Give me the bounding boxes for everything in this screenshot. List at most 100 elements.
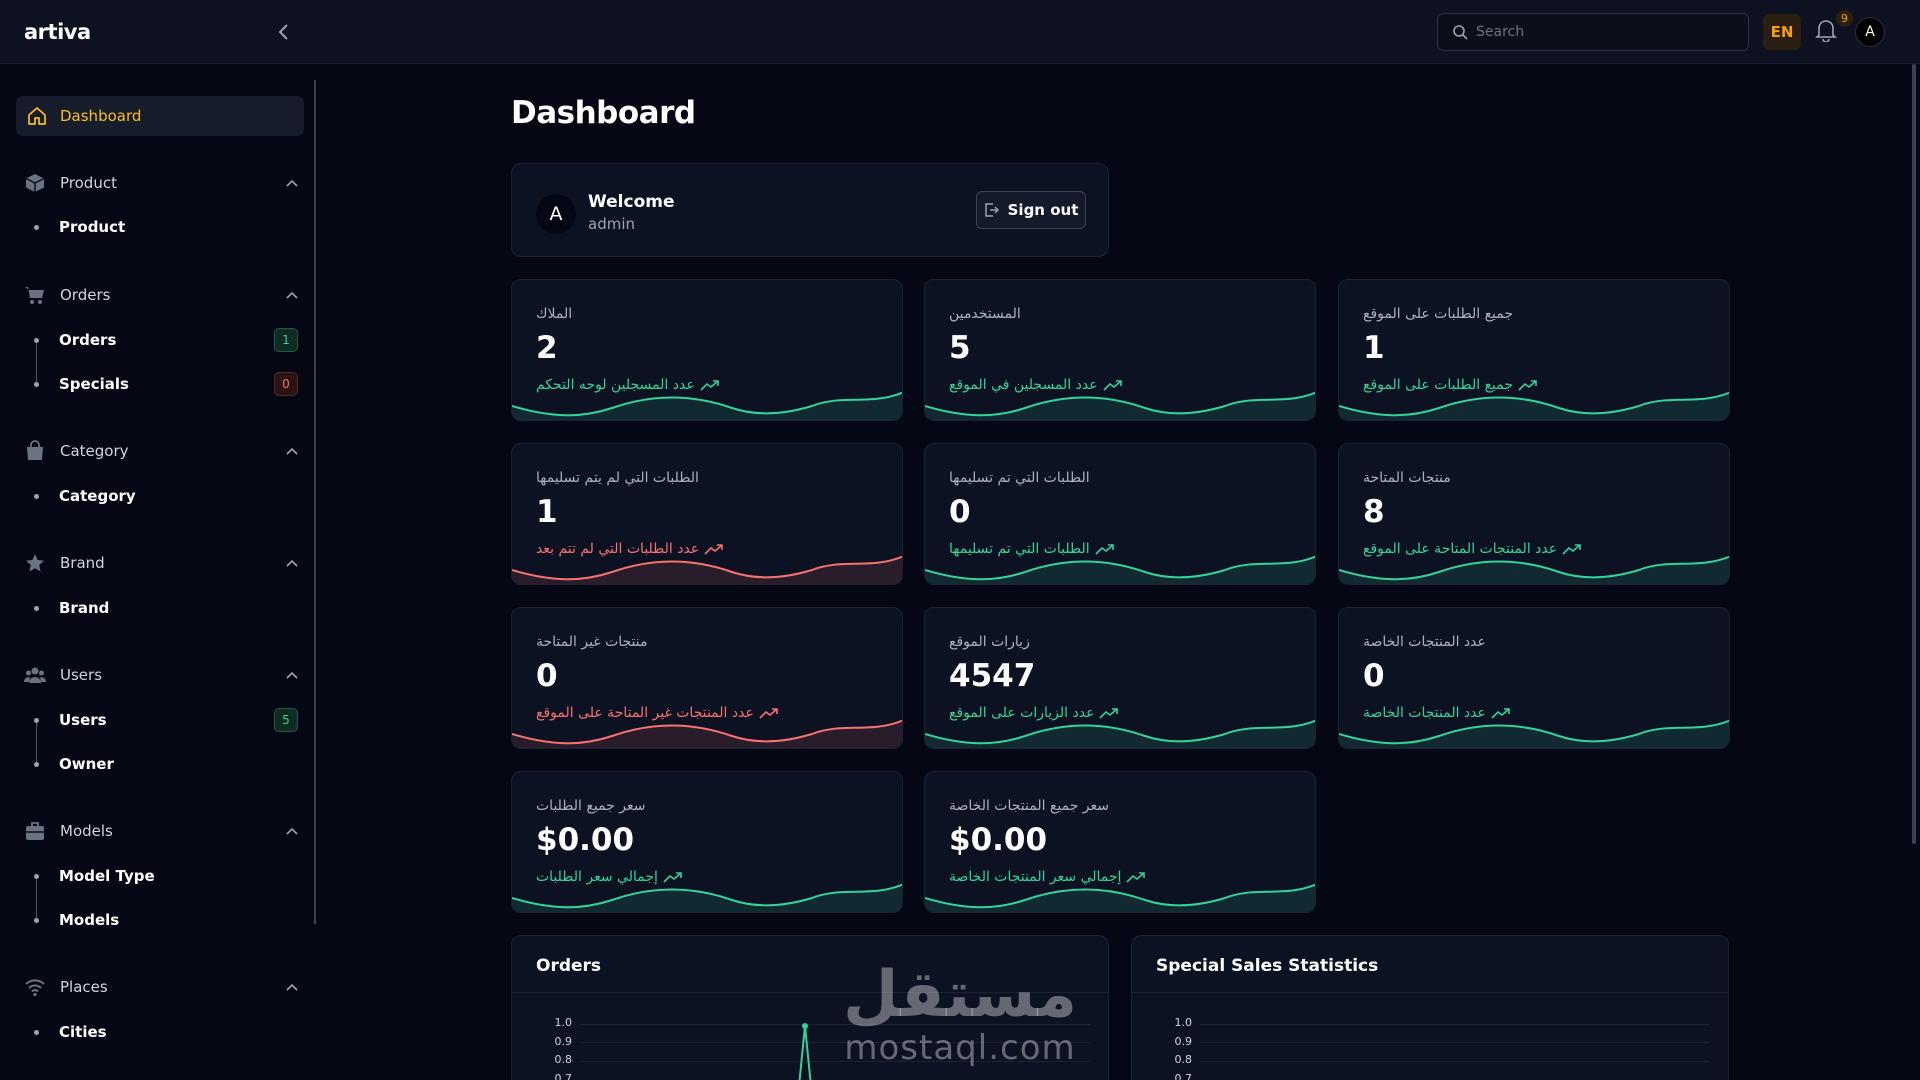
sidebar-group-product[interactable]: Product bbox=[24, 169, 298, 197]
stat-card-title: الملاك bbox=[536, 306, 573, 322]
stat-card-description-text: عدد المنتجات الخاصة bbox=[1363, 705, 1486, 721]
welcome-title: Welcome bbox=[588, 192, 675, 212]
sidebar-item-label: Specials bbox=[59, 375, 129, 393]
stat-card: جميع الطلبات على الموقع 1 جميع الطلبات على… bbox=[1338, 279, 1730, 421]
stat-card: المستخدمين 5 عدد المسجلين في الموقع bbox=[924, 279, 1316, 421]
sidebar-group-label: Users bbox=[60, 666, 103, 684]
top-bar: artiva EN 9 A bbox=[0, 0, 1920, 64]
watermark: مستقل mostaql.com bbox=[840, 960, 1080, 1066]
briefcase-icon bbox=[26, 822, 44, 840]
sidebar-item-specials[interactable]: Specials 0 bbox=[34, 370, 298, 398]
sidebar-item-brand[interactable]: Brand bbox=[34, 594, 298, 622]
sign-out-button[interactable]: Sign out bbox=[976, 191, 1086, 229]
search-box[interactable] bbox=[1437, 13, 1749, 51]
stat-card-title: منتجات المتاحة bbox=[1363, 470, 1451, 486]
stat-card-value: 2 bbox=[536, 330, 558, 366]
stat-card: منتجات غير المتاحة 0 عدد المنتجات غير المت… bbox=[511, 607, 903, 749]
user-avatar[interactable]: A bbox=[1855, 17, 1885, 47]
panel-divider bbox=[512, 992, 1108, 993]
trend-up-icon bbox=[1518, 380, 1537, 391]
chevron-up-icon bbox=[286, 447, 298, 455]
stat-card-title: سعر جميع المنتجات الخاصة bbox=[949, 798, 1110, 814]
panel-title: Orders bbox=[536, 956, 602, 976]
bullet-dot bbox=[34, 605, 39, 611]
watermark-arabic: مستقل bbox=[842, 958, 1078, 1032]
sidebar-item-models[interactable]: Models bbox=[34, 906, 298, 934]
sparkline bbox=[512, 555, 902, 584]
stat-card-value: 4547 bbox=[949, 658, 1036, 694]
trend-up-icon bbox=[663, 872, 682, 883]
data-point[interactable] bbox=[802, 1023, 808, 1029]
home-icon bbox=[28, 107, 46, 125]
y-tick-label: 0.7 bbox=[554, 1071, 573, 1080]
wifi-icon bbox=[25, 979, 45, 997]
y-tick-label: 1.0 bbox=[554, 1016, 573, 1029]
stat-card-title: سعر جميع الطلبات bbox=[536, 798, 646, 814]
sidebar-group-label: Brand bbox=[60, 554, 105, 572]
stat-card-description-text: عدد المسجلين لوحه التحكم bbox=[536, 377, 695, 393]
sidebar-item-label: Model Type bbox=[59, 867, 155, 885]
sparkline bbox=[1339, 391, 1729, 420]
stat-card: الملاك 2 عدد المسجلين لوحه التحكم bbox=[511, 279, 903, 421]
stat-card-description: عدد المسجلين لوحه التحكم bbox=[536, 377, 720, 393]
logout-icon bbox=[984, 203, 999, 217]
stat-card-description-text: عدد الزيارات على الموقع bbox=[949, 705, 1095, 721]
sidebar-item-label: Owner bbox=[59, 755, 114, 773]
sidebar-group-orders[interactable]: Orders bbox=[24, 281, 298, 309]
trend-up-icon bbox=[1562, 544, 1581, 555]
sidebar-item-model-type[interactable]: Model Type bbox=[34, 862, 298, 890]
stat-card-description: الطلبات التي تم تسليمها bbox=[949, 541, 1115, 557]
chevron-up-icon bbox=[286, 827, 298, 835]
language-button[interactable]: EN bbox=[1763, 14, 1801, 50]
count-badge: 0 bbox=[274, 372, 298, 396]
y-tick-label: 1.0 bbox=[1174, 1016, 1193, 1029]
sidebar-item-users[interactable]: Users 5 bbox=[34, 706, 298, 734]
trend-up-icon bbox=[1103, 380, 1122, 391]
sidebar-group-models[interactable]: Models bbox=[24, 817, 298, 845]
count-badge: 1 bbox=[274, 328, 298, 352]
panel-divider bbox=[1132, 992, 1728, 993]
sparkline bbox=[925, 555, 1315, 584]
stat-card-title: زيارات الموقع bbox=[949, 634, 1030, 650]
chevron-up-icon bbox=[286, 291, 298, 299]
sparkline bbox=[1339, 555, 1729, 584]
sidebar-item-orders[interactable]: Orders 1 bbox=[34, 326, 298, 354]
collapse-sidebar-button[interactable] bbox=[272, 20, 296, 44]
page-scrollbar[interactable] bbox=[1912, 64, 1916, 844]
stat-card-title: منتجات غير المتاحة bbox=[536, 634, 648, 650]
stat-card-value: 0 bbox=[536, 658, 558, 694]
y-tick-label: 0.9 bbox=[1174, 1034, 1193, 1048]
sidebar-group-brand[interactable]: Brand bbox=[24, 549, 298, 577]
stat-card-value: 1 bbox=[1363, 330, 1385, 366]
grid-line bbox=[1200, 1061, 1710, 1062]
stat-card-title: الطلبات التي لم يتم تسليمها bbox=[536, 470, 699, 486]
sidebar-item-cities[interactable]: Cities bbox=[34, 1018, 298, 1046]
sidebar-item-dashboard[interactable]: Dashboard bbox=[16, 96, 304, 136]
trend-up-icon bbox=[1095, 544, 1114, 555]
stat-card-title: الطلبات التي تم تسليمها bbox=[949, 470, 1090, 486]
welcome-card: A Welcome admin Sign out bbox=[511, 163, 1109, 257]
trend-up-icon bbox=[1099, 708, 1119, 719]
app-logo[interactable]: artiva bbox=[24, 20, 91, 44]
grid-line bbox=[1200, 1024, 1710, 1025]
search-input[interactable] bbox=[1476, 24, 1736, 40]
sidebar-item-owner[interactable]: Owner bbox=[34, 750, 298, 778]
stat-card: عدد المنتجات الخاصة 0 عدد المنتجات الخاصة bbox=[1338, 607, 1730, 749]
sparkline bbox=[512, 391, 902, 420]
welcome-username: admin bbox=[588, 215, 635, 233]
bell-icon bbox=[1815, 20, 1837, 43]
y-tick-label: 0.9 bbox=[554, 1034, 573, 1048]
sidebar-group-category[interactable]: Category bbox=[24, 437, 298, 465]
sidebar-item-category[interactable]: Category bbox=[34, 482, 298, 510]
bullet-dot bbox=[34, 873, 39, 879]
sidebar-group-places[interactable]: Places bbox=[24, 973, 298, 1001]
trend-up-icon bbox=[1491, 708, 1510, 719]
sidebar-divider bbox=[314, 80, 316, 924]
sidebar-item-product[interactable]: Product bbox=[34, 213, 298, 241]
sparkline bbox=[925, 719, 1315, 748]
notifications-button[interactable] bbox=[1815, 18, 1841, 46]
sidebar-group-users[interactable]: Users bbox=[24, 661, 298, 689]
stat-card-description-text: جميع الطلبات على الموقع bbox=[1363, 377, 1514, 393]
panel-title: Special Sales Statistics bbox=[1156, 956, 1379, 976]
stat-card: زيارات الموقع 4547 عدد الزيارات على الموقع bbox=[924, 607, 1316, 749]
